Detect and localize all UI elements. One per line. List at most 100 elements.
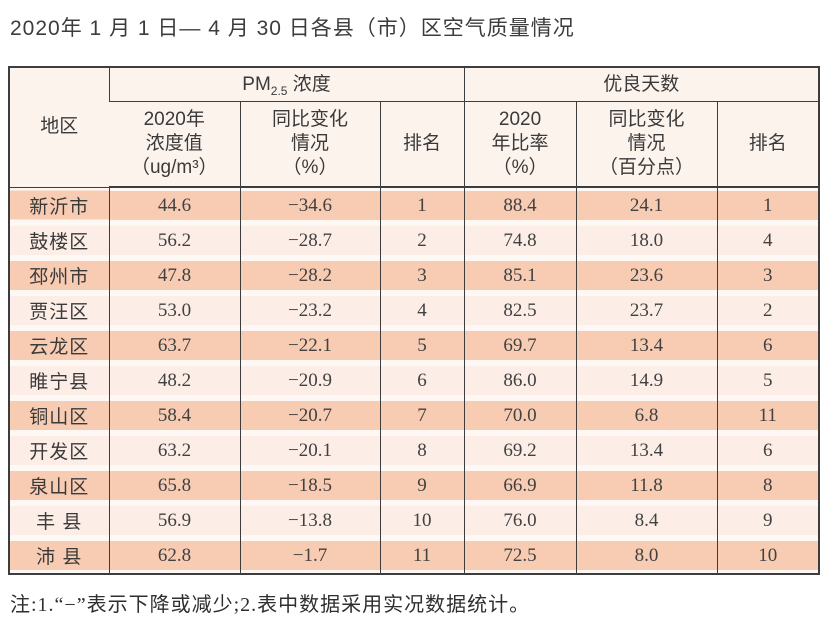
pm-rank-cell: 7 [379,398,465,433]
good-change-cell: 23.6 [575,258,718,293]
pm-rank-cell: 3 [379,258,465,293]
good-change-cell: 18.0 [575,223,718,258]
good-ratio-cell: 82.5 [463,293,577,328]
pm-value-cell: 62.8 [108,538,240,574]
pm-rank-column-header: 排名 [379,101,465,188]
good-ratio-cell: 69.2 [463,433,577,468]
pm-rank-cell: 10 [379,503,465,538]
good-days-group-header: 优良天数 [463,67,820,102]
pm-value-cell: 44.6 [108,187,240,223]
pm-rank-cell: 9 [379,468,465,503]
good-ratio-cell: 85.1 [463,258,577,293]
good-rank-cell: 5 [716,363,820,398]
good-rank-cell: 9 [716,503,820,538]
good-rank-cell: 6 [716,433,820,468]
region-cell: 开发区 [9,433,109,468]
good-change-cell: 24.1 [575,187,718,223]
pm-value-cell: 56.2 [108,223,240,258]
table-row: 鼓楼区 56.2 −28.7 2 74.8 18.0 4 [9,223,820,258]
table-header: 地区 PM2.5 浓度 优良天数 2020年 浓度值 （ug/m³） 同比变化 … [9,67,820,188]
good-change-cell: 11.8 [575,468,718,503]
pm-rank-cell: 11 [379,538,465,574]
header-group-row: 地区 PM2.5 浓度 优良天数 [9,67,820,188]
good-ratio-cell: 74.8 [463,223,577,258]
table-row: 沛 县 62.8 −1.7 11 72.5 8.0 10 [9,538,820,574]
table-row: 铜山区 58.4 −20.7 7 70.0 6.8 11 [9,398,820,433]
good-rank-cell: 11 [716,398,820,433]
air-quality-table: 地区 PM2.5 浓度 优良天数 2020年 浓度值 （ug/m³） 同比变化 … [8,66,821,575]
pm-change-cell: −18.5 [239,468,380,503]
good-change-column-header: 同比变化 情况 （百分点） [575,101,718,188]
table-row: 睢宁县 48.2 −20.9 6 86.0 14.9 5 [9,363,820,398]
region-cell: 新沂市 [9,187,109,223]
region-cell: 邳州市 [9,258,109,293]
good-rank-cell: 1 [716,187,820,223]
good-rank-cell: 2 [716,293,820,328]
region-cell: 泉山区 [9,468,109,503]
pm-value-column-header: 2020年 浓度值 （ug/m³） [109,101,240,188]
pm-value-cell: 65.8 [108,468,240,503]
table-row: 新沂市 44.6 −34.6 1 88.4 24.1 1 [9,187,820,223]
pm-change-column-header: 同比变化 情况 （%） [239,101,380,188]
region-cell: 贾汪区 [9,293,109,328]
pm-change-cell: −23.2 [239,293,380,328]
good-ratio-cell: 88.4 [463,187,577,223]
table-row: 开发区 63.2 −20.1 8 69.2 13.4 6 [9,433,820,468]
pm-value-cell: 47.8 [108,258,240,293]
pm-value-cell: 63.7 [108,328,240,363]
good-ratio-cell: 70.0 [463,398,577,433]
pm-value-cell: 48.2 [108,363,240,398]
pm25-label-suffix: 浓度 [287,73,331,95]
good-ratio-cell: 69.7 [463,328,577,363]
good-rank-cell: 10 [716,538,820,574]
pm-change-cell: −20.9 [239,363,380,398]
good-rank-cell: 8 [716,468,820,503]
pm-change-cell: −28.2 [239,258,380,293]
pm-rank-cell: 6 [379,363,465,398]
pm-change-cell: −1.7 [239,538,380,574]
good-change-cell: 13.4 [575,433,718,468]
pm-change-cell: −20.7 [239,398,380,433]
pm25-label-subscript: 2.5 [270,83,288,98]
pm25-group-header: PM2.5 浓度 [108,67,465,102]
footnote: 注:1.“−”表示下降或减少;2.表中数据采用实况数据统计。 [10,594,531,616]
pm25-label-prefix: PM [242,73,271,95]
table-row: 邳州市 47.8 −28.2 3 85.1 23.6 3 [9,258,820,293]
pm-value-cell: 53.0 [108,293,240,328]
region-cell: 睢宁县 [9,363,109,398]
region-cell: 鼓楼区 [9,223,109,258]
good-ratio-column-header: 2020 年比率 （%） [463,101,577,188]
page-title: 2020年 1 月 1 日— 4 月 30 日各县（市）区空气质量情况 [10,17,575,40]
table-body: 新沂市 44.6 −34.6 1 88.4 24.1 1 鼓楼区 56.2 −28.7 2 74.8 1… [9,187,820,574]
pm-rank-cell: 1 [379,187,465,223]
good-ratio-cell: 86.0 [463,363,577,398]
region-column-header: 地区 [9,67,109,188]
good-change-cell: 14.9 [575,363,718,398]
table-row: 云龙区 63.7 −22.1 5 69.7 13.4 6 [9,328,820,363]
good-change-cell: 8.4 [575,503,718,538]
pm-rank-cell: 4 [379,293,465,328]
table-row: 贾汪区 53.0 −23.2 4 82.5 23.7 2 [9,293,820,328]
header-sub-row: 2020年 浓度值 （ug/m³） 同比变化 情况 （%） 排名 2020 年比… [9,101,820,188]
pm-rank-cell: 2 [379,223,465,258]
region-cell: 丰 县 [9,503,109,538]
good-change-cell: 6.8 [575,398,718,433]
pm-change-cell: −28.7 [239,223,380,258]
good-change-cell: 8.0 [575,538,718,574]
good-rank-cell: 3 [716,258,820,293]
region-cell: 沛 县 [9,538,109,574]
table-row: 丰 县 56.9 −13.8 10 76.0 8.4 9 [9,503,820,538]
pm-change-cell: −13.8 [239,503,380,538]
good-rank-cell: 6 [716,328,820,363]
good-change-cell: 13.4 [575,328,718,363]
pm-change-cell: −20.1 [239,433,380,468]
pm-rank-cell: 8 [379,433,465,468]
region-cell: 铜山区 [9,398,109,433]
good-rank-column-header: 排名 [716,101,820,188]
table-row: 泉山区 65.8 −18.5 9 66.9 11.8 8 [9,468,820,503]
pm-value-cell: 58.4 [108,398,240,433]
good-ratio-cell: 76.0 [463,503,577,538]
pm-rank-cell: 5 [379,328,465,363]
pm-change-cell: −34.6 [239,187,380,223]
